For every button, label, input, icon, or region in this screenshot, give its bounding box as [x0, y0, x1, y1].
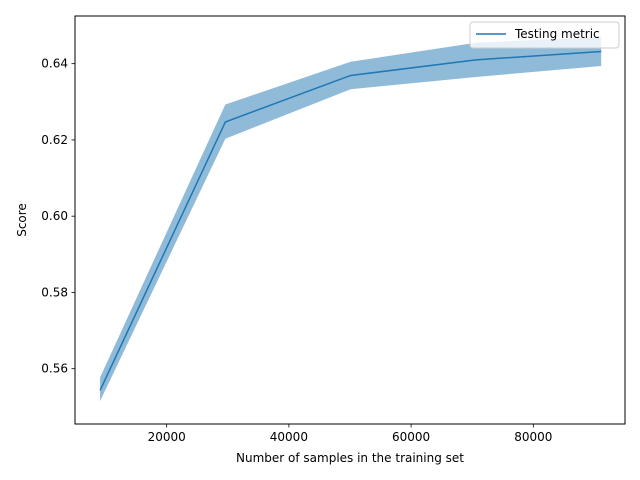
y-tick-label: 0.60 [41, 209, 68, 223]
y-tick-label: 0.56 [41, 362, 68, 376]
x-tick-label: 40000 [270, 430, 308, 444]
x-axis-label: Number of samples in the training set [236, 451, 464, 465]
x-tick-label: 80000 [514, 430, 552, 444]
plot-area [99, 36, 602, 402]
y-axis-label: Score [15, 203, 29, 237]
legend-box [469, 21, 620, 49]
y-tick-label: 0.64 [41, 57, 68, 71]
legend: Testing metric [469, 21, 620, 49]
y-axis: 0.56 0.58 0.60 0.62 0.64 [41, 57, 75, 376]
axes-frame [74, 15, 626, 425]
series-0-confidence-band [100, 36, 602, 402]
series-0-line [99, 50, 602, 391]
x-axis: 20000 40000 60000 80000 [148, 424, 552, 444]
x-tick-label: 20000 [148, 430, 186, 444]
y-tick-label: 0.58 [41, 285, 68, 299]
legend-label: Testing metric [514, 27, 600, 41]
y-tick-label: 0.62 [41, 133, 68, 147]
x-tick-label: 60000 [392, 430, 430, 444]
